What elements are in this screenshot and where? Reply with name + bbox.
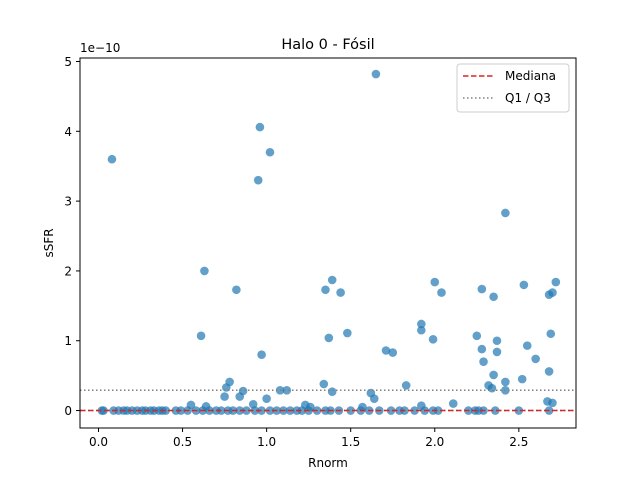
data-point xyxy=(196,331,206,341)
data-point xyxy=(369,394,379,403)
data-point xyxy=(489,292,498,302)
data-point xyxy=(327,275,337,285)
data-point xyxy=(107,154,117,164)
data-point xyxy=(388,348,398,357)
data-point xyxy=(546,329,556,339)
data-point xyxy=(477,344,487,354)
x-tick-label: 2.5 xyxy=(509,435,528,449)
y-offset-label: 1e−10 xyxy=(80,41,120,55)
data-point xyxy=(386,406,396,415)
legend-median-label: Mediana xyxy=(505,69,556,83)
data-point xyxy=(161,406,171,415)
data-point xyxy=(487,383,497,393)
y-tick-label: 1 xyxy=(64,334,72,348)
x-axis-label: Rnorm xyxy=(308,456,348,470)
legend-quartile-label: Q1 / Q3 xyxy=(505,91,551,105)
data-point xyxy=(548,288,557,297)
data-point xyxy=(255,122,265,132)
data-point xyxy=(327,387,337,397)
data-point xyxy=(477,284,487,294)
data-point xyxy=(479,357,488,366)
data-point xyxy=(282,386,292,395)
axes-frame xyxy=(79,57,577,429)
data-point xyxy=(544,367,554,376)
data-point xyxy=(548,398,557,408)
data-point xyxy=(428,335,438,344)
reference-lines xyxy=(80,389,576,412)
y-axis-label: sSFR xyxy=(42,228,56,257)
data-point xyxy=(324,333,334,343)
data-point xyxy=(242,406,251,415)
data-point xyxy=(257,406,266,415)
data-point xyxy=(99,406,108,415)
data-point xyxy=(319,379,329,389)
data-point xyxy=(514,406,524,415)
data-point xyxy=(250,406,260,415)
data-point xyxy=(410,406,419,415)
data-point xyxy=(371,69,381,79)
data-point xyxy=(492,336,502,346)
data-point xyxy=(346,406,356,415)
legend: Mediana Q1 / Q3 xyxy=(456,63,570,113)
data-point xyxy=(522,341,532,350)
y-tick-label: 5 xyxy=(64,55,72,69)
data-point xyxy=(501,208,510,218)
data-point xyxy=(551,277,561,287)
data-point xyxy=(490,406,500,415)
data-point xyxy=(492,347,502,357)
x-tick-label: 1.0 xyxy=(257,435,276,449)
y-tick-label: 4 xyxy=(64,125,72,139)
y-axis-ticks: 0 1 2 3 4 5 xyxy=(64,55,80,418)
x-tick-label: 0.0 xyxy=(89,435,108,449)
data-point xyxy=(519,280,529,290)
data-point xyxy=(343,328,352,338)
data-point xyxy=(401,381,411,390)
data-point xyxy=(200,266,209,276)
data-point xyxy=(321,285,330,295)
data-point xyxy=(430,277,440,287)
data-point xyxy=(257,350,266,360)
data-point xyxy=(253,175,263,185)
data-point xyxy=(336,288,345,297)
x-axis-ticks: 0.0 0.5 1.0 1.5 2.0 2.5 xyxy=(89,428,528,449)
data-point xyxy=(381,346,391,355)
data-point xyxy=(220,392,229,401)
y-tick-label: 3 xyxy=(64,195,72,209)
data-point xyxy=(417,325,426,335)
data-point xyxy=(437,288,446,297)
data-point xyxy=(448,399,458,408)
y-tick-label: 2 xyxy=(64,264,72,278)
data-point xyxy=(531,354,540,364)
data-point xyxy=(417,319,426,329)
chart-title: Halo 0 - Fósil xyxy=(281,37,374,53)
data-point xyxy=(235,406,245,415)
legend-box xyxy=(456,63,570,113)
x-tick-label: 2.0 xyxy=(425,435,444,449)
y-tick-label: 0 xyxy=(64,404,72,418)
data-point xyxy=(297,406,307,415)
data-point xyxy=(472,331,482,341)
data-point xyxy=(235,392,245,401)
data-point xyxy=(517,374,527,384)
x-tick-label: 1.5 xyxy=(341,435,360,449)
data-point xyxy=(265,406,275,415)
data-point xyxy=(232,285,241,295)
data-point xyxy=(489,370,498,380)
data-point xyxy=(262,394,271,403)
data-point xyxy=(265,147,275,157)
data-point xyxy=(501,377,510,387)
x-tick-label: 0.5 xyxy=(173,435,192,449)
data-point xyxy=(433,406,443,415)
